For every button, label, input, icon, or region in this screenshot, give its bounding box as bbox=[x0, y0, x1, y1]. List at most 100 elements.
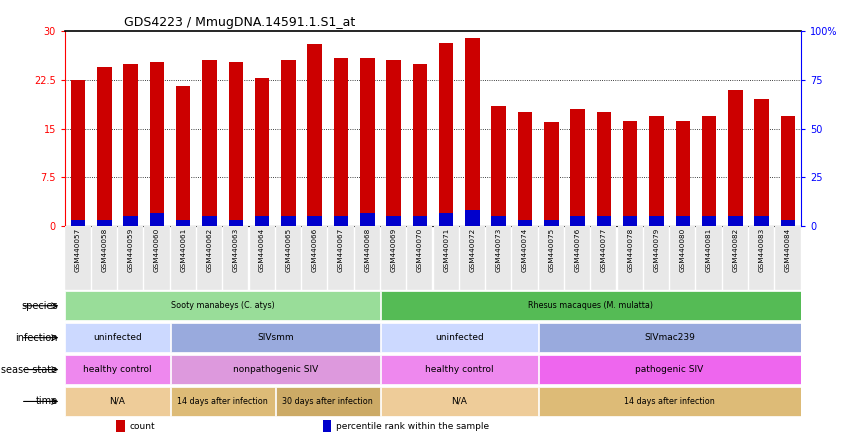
Text: GSM440069: GSM440069 bbox=[391, 228, 397, 272]
Bar bbox=[223, 226, 249, 290]
Bar bbox=[465, 210, 480, 226]
Text: GSM440067: GSM440067 bbox=[338, 228, 344, 272]
Bar bbox=[407, 226, 432, 290]
Text: Sooty manabeys (C. atys): Sooty manabeys (C. atys) bbox=[171, 301, 275, 310]
Text: GSM440063: GSM440063 bbox=[233, 228, 239, 272]
Text: GSM440071: GSM440071 bbox=[443, 228, 449, 272]
Text: uninfected: uninfected bbox=[435, 333, 484, 342]
Bar bbox=[623, 216, 637, 226]
Bar bbox=[439, 213, 454, 226]
Bar bbox=[255, 216, 269, 226]
Text: GSM440064: GSM440064 bbox=[259, 228, 265, 272]
Bar bbox=[355, 226, 380, 290]
Text: GSM440082: GSM440082 bbox=[733, 228, 739, 272]
Bar bbox=[754, 99, 769, 226]
Bar bbox=[775, 226, 800, 290]
Text: Rhesus macaques (M. mulatta): Rhesus macaques (M. mulatta) bbox=[528, 301, 653, 310]
Bar bbox=[675, 121, 690, 226]
Bar bbox=[381, 291, 800, 320]
Bar bbox=[229, 219, 243, 226]
Bar bbox=[333, 58, 348, 226]
Bar bbox=[171, 355, 380, 384]
Text: SIVmac239: SIVmac239 bbox=[644, 333, 695, 342]
Text: 14 days after infection: 14 days after infection bbox=[624, 397, 715, 406]
Bar bbox=[71, 219, 86, 226]
Text: GSM440061: GSM440061 bbox=[180, 228, 186, 272]
Bar bbox=[617, 226, 643, 290]
Text: GDS4223 / MmugDNA.14591.1.S1_at: GDS4223 / MmugDNA.14591.1.S1_at bbox=[124, 16, 355, 28]
Bar bbox=[701, 115, 716, 226]
Bar bbox=[66, 387, 170, 416]
Text: GSM440080: GSM440080 bbox=[680, 228, 686, 272]
Bar bbox=[539, 226, 564, 290]
Bar bbox=[176, 86, 191, 226]
Bar bbox=[360, 213, 374, 226]
Bar bbox=[539, 355, 800, 384]
Bar bbox=[597, 216, 611, 226]
Bar bbox=[275, 226, 301, 290]
Bar bbox=[116, 420, 126, 432]
Text: species: species bbox=[21, 301, 57, 311]
Text: GSM440074: GSM440074 bbox=[522, 228, 528, 272]
Bar bbox=[203, 60, 216, 226]
Bar bbox=[623, 121, 637, 226]
Bar bbox=[439, 43, 454, 226]
Bar bbox=[386, 216, 401, 226]
Text: GSM440077: GSM440077 bbox=[601, 228, 607, 272]
Bar bbox=[328, 226, 353, 290]
Bar bbox=[71, 80, 86, 226]
Bar bbox=[434, 226, 459, 290]
Bar bbox=[381, 323, 538, 352]
Bar bbox=[118, 226, 143, 290]
Bar bbox=[307, 216, 322, 226]
Bar bbox=[571, 109, 585, 226]
Text: SIVsmm: SIVsmm bbox=[257, 333, 294, 342]
Bar bbox=[275, 387, 380, 416]
Bar bbox=[701, 216, 716, 226]
Text: GSM440084: GSM440084 bbox=[785, 228, 791, 272]
Bar bbox=[203, 216, 216, 226]
Text: N/A: N/A bbox=[451, 397, 468, 406]
Text: GSM440079: GSM440079 bbox=[654, 228, 659, 272]
Bar bbox=[460, 226, 485, 290]
Bar bbox=[754, 216, 769, 226]
Bar bbox=[780, 219, 795, 226]
Text: count: count bbox=[130, 422, 155, 431]
Bar bbox=[513, 226, 538, 290]
Bar bbox=[381, 355, 538, 384]
Bar bbox=[386, 60, 401, 226]
Bar bbox=[412, 216, 427, 226]
Text: nonpathogenic SIV: nonpathogenic SIV bbox=[233, 365, 318, 374]
Bar bbox=[145, 226, 170, 290]
Bar bbox=[650, 115, 663, 226]
Text: GSM440076: GSM440076 bbox=[575, 228, 580, 272]
Text: GSM440060: GSM440060 bbox=[154, 228, 160, 272]
Text: GSM440083: GSM440083 bbox=[759, 228, 765, 272]
Text: GSM440072: GSM440072 bbox=[469, 228, 475, 272]
Bar bbox=[749, 226, 774, 290]
Bar bbox=[176, 219, 191, 226]
Text: percentile rank within the sample: percentile rank within the sample bbox=[336, 422, 489, 431]
Text: GSM440059: GSM440059 bbox=[127, 228, 133, 272]
Text: GSM440075: GSM440075 bbox=[548, 228, 554, 272]
Bar bbox=[66, 323, 170, 352]
Bar bbox=[66, 291, 380, 320]
Bar bbox=[229, 62, 243, 226]
Bar bbox=[281, 60, 295, 226]
Text: GSM440062: GSM440062 bbox=[207, 228, 212, 272]
Bar bbox=[360, 58, 374, 226]
Bar bbox=[97, 67, 112, 226]
Bar bbox=[650, 216, 663, 226]
Bar bbox=[670, 226, 695, 290]
Text: healthy control: healthy control bbox=[83, 365, 152, 374]
Text: healthy control: healthy control bbox=[425, 365, 494, 374]
Bar bbox=[150, 62, 165, 226]
Text: GSM440057: GSM440057 bbox=[75, 228, 81, 272]
Bar bbox=[281, 216, 295, 226]
Bar bbox=[518, 112, 533, 226]
Bar bbox=[66, 226, 91, 290]
Bar bbox=[197, 226, 223, 290]
Bar bbox=[486, 226, 511, 290]
Text: GSM440068: GSM440068 bbox=[365, 228, 371, 272]
Bar bbox=[381, 226, 406, 290]
